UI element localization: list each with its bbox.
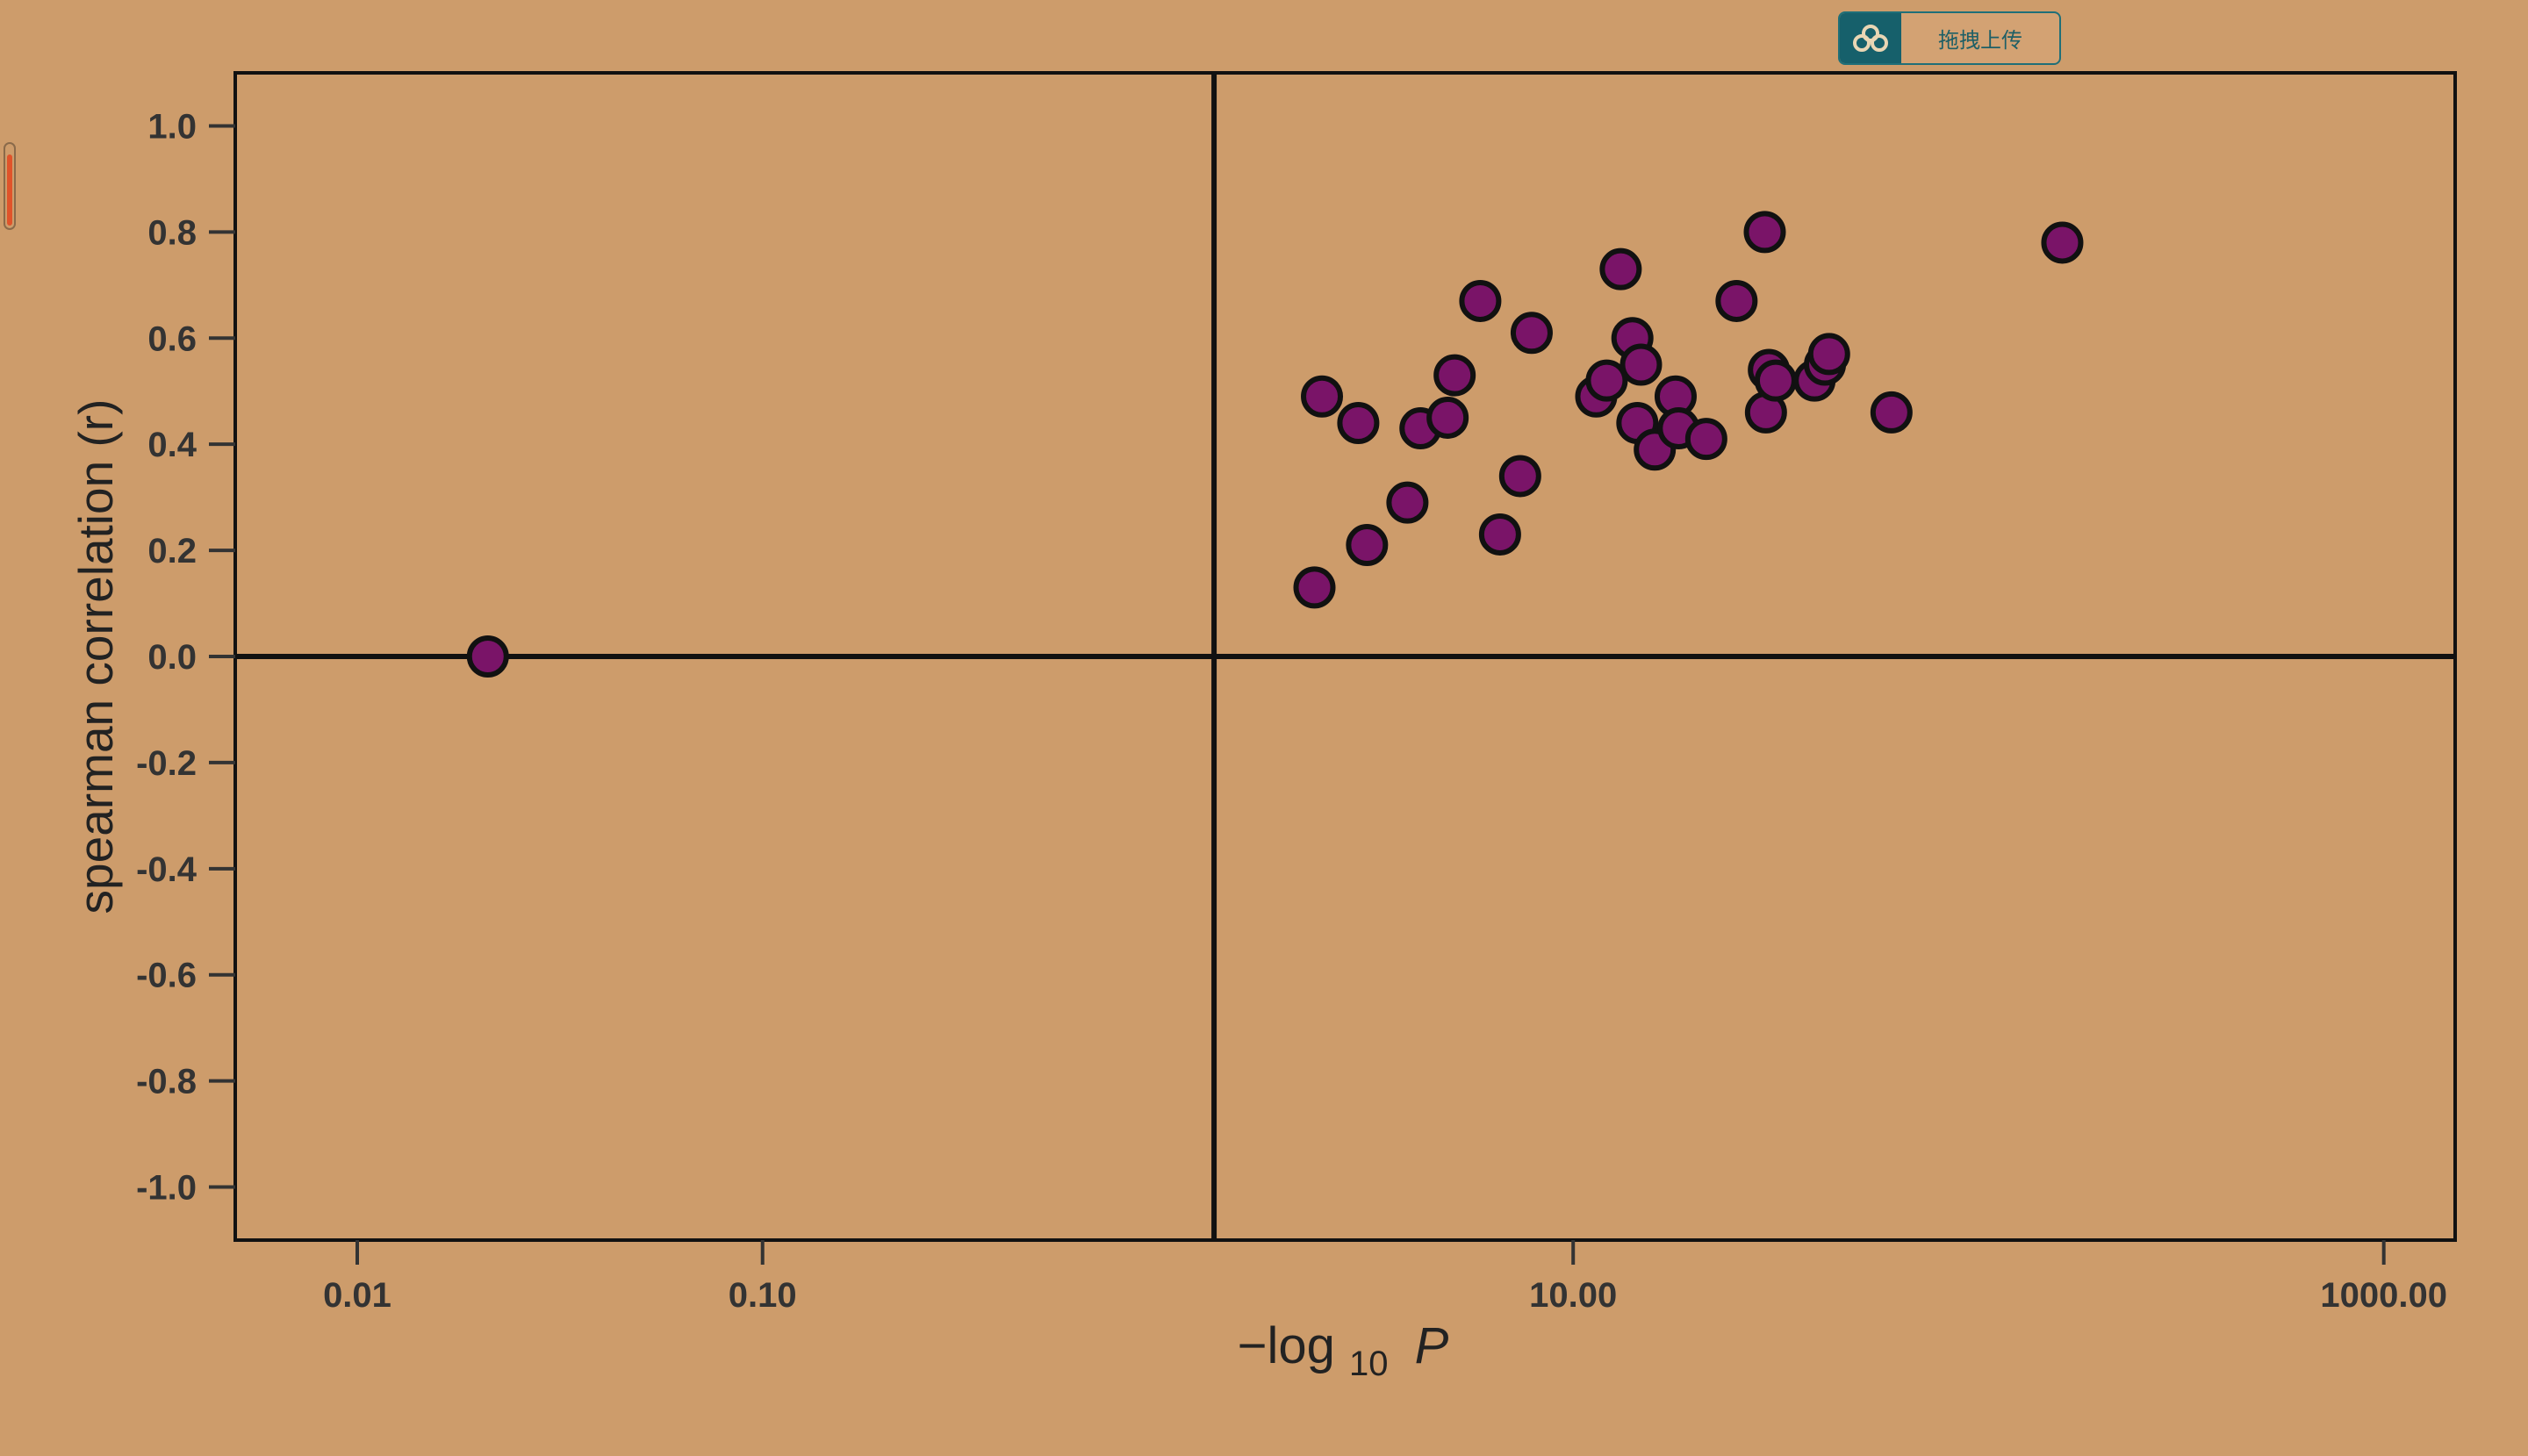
y-tick-label: -0.8 (136, 1063, 197, 1101)
data-point (1754, 359, 1797, 402)
x-axis-label-prefix: −log (1238, 1317, 1335, 1374)
data-point (1301, 375, 1344, 418)
data-point (1478, 513, 1521, 556)
reference-lines (235, 73, 2455, 1240)
data-point (1510, 312, 1553, 355)
slider-level-fill (7, 154, 12, 226)
data-point (1346, 524, 1389, 567)
data-points (466, 211, 2084, 678)
y-tick-label: 0.2 (147, 532, 197, 570)
data-point (1386, 481, 1429, 524)
data-point (2041, 221, 2084, 264)
data-point (1459, 279, 1502, 322)
data-point (1498, 455, 1541, 498)
data-point (1620, 343, 1663, 386)
x-tick-label: 1000.00 (2320, 1276, 2447, 1315)
x-tick-label: 0.10 (729, 1276, 797, 1315)
y-tick-label: 0.6 (147, 319, 197, 358)
x-axis-label-subscript: 10 (1349, 1345, 1389, 1383)
data-point (1870, 391, 1913, 434)
y-tick-label: 1.0 (147, 107, 197, 146)
y-axis-label: spearman correlation (r) (68, 399, 123, 914)
x-tick-label: 10.00 (1529, 1276, 1617, 1315)
data-point (1743, 211, 1786, 254)
y-tick-label: -0.2 (136, 744, 197, 783)
y-tick-label: 0.8 (147, 213, 197, 252)
y-axis-ticks: 1.0 0.8 0.6 0.4 0.2 0.0 -0.2 -0.4 -0.6 -0.8 -1.0 (136, 107, 235, 1208)
y-tick-label: -0.6 (136, 957, 197, 995)
cloud-upload-icon (1840, 13, 1901, 63)
data-point (1599, 247, 1642, 290)
y-tick-label: 0.0 (147, 638, 197, 677)
x-axis-label: −log 10 P (1238, 1317, 1449, 1387)
x-tick-label: 0.01 (323, 1276, 391, 1315)
y-tick-label: 0.4 (147, 426, 197, 464)
vertical-slider-handle[interactable] (4, 142, 16, 230)
data-point (1684, 418, 1727, 461)
y-tick-label: -1.0 (136, 1169, 197, 1208)
x-axis-label-variable: P (1415, 1317, 1449, 1374)
y-tick-label: -0.4 (136, 850, 198, 889)
data-point (1337, 402, 1380, 444)
data-point (1293, 566, 1336, 609)
x-axis-ticks: 0.01 0.10 10.00 1000.00 (323, 1240, 2447, 1315)
data-point (1807, 333, 1850, 376)
upload-label: 拖拽上传 (1938, 28, 2022, 53)
data-point (1433, 354, 1476, 397)
data-point (1585, 359, 1628, 402)
data-point (1426, 396, 1469, 439)
drag-upload-button[interactable]: 拖拽上传 (1838, 11, 2061, 65)
data-point (466, 635, 509, 678)
data-point (1715, 279, 1758, 322)
